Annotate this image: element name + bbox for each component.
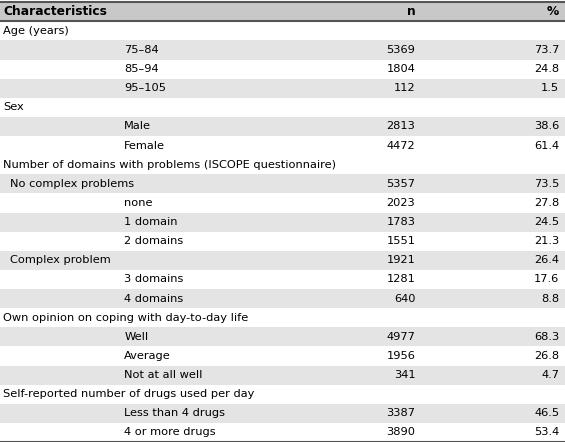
Text: Female: Female: [124, 141, 166, 151]
Text: 46.5: 46.5: [534, 408, 559, 418]
Text: 3890: 3890: [386, 427, 415, 438]
Bar: [0, 270, 565, 289]
Text: 3387: 3387: [386, 408, 415, 418]
Bar: [0, 79, 565, 98]
Text: 341: 341: [394, 370, 415, 380]
Text: 61.4: 61.4: [534, 141, 559, 151]
Bar: [0, 404, 565, 423]
Text: 1804: 1804: [386, 64, 415, 74]
Text: 24.8: 24.8: [534, 64, 559, 74]
Text: 4472: 4472: [386, 141, 415, 151]
Text: 2 domains: 2 domains: [124, 236, 184, 246]
Bar: [0, 251, 565, 270]
Text: Less than 4 drugs: Less than 4 drugs: [124, 408, 225, 418]
Text: 1921: 1921: [386, 255, 415, 265]
Text: %: %: [547, 5, 559, 18]
Text: 27.8: 27.8: [534, 198, 559, 208]
Text: Average: Average: [124, 351, 171, 361]
Bar: [0, 155, 565, 174]
Bar: [0, 366, 565, 385]
Bar: [0, 194, 565, 213]
Text: 1551: 1551: [386, 236, 415, 246]
Bar: [0, 385, 565, 404]
Bar: [0, 21, 565, 41]
Text: Number of domains with problems (ISCOPE questionnaire): Number of domains with problems (ISCOPE …: [3, 160, 336, 170]
Text: 4 or more drugs: 4 or more drugs: [124, 427, 216, 438]
Text: 4.7: 4.7: [541, 370, 559, 380]
Text: 1783: 1783: [386, 217, 415, 227]
Text: 2813: 2813: [386, 122, 415, 132]
Text: 68.3: 68.3: [534, 332, 559, 342]
Text: 4 domains: 4 domains: [124, 293, 184, 304]
Text: 26.4: 26.4: [534, 255, 559, 265]
Text: 1.5: 1.5: [541, 83, 559, 93]
Text: 640: 640: [394, 293, 415, 304]
Text: 3 domains: 3 domains: [124, 274, 184, 285]
Text: 17.6: 17.6: [534, 274, 559, 285]
Text: Male: Male: [124, 122, 151, 132]
Text: 1281: 1281: [386, 274, 415, 285]
Text: Not at all well: Not at all well: [124, 370, 203, 380]
Bar: [0, 98, 565, 117]
Text: 21.3: 21.3: [534, 236, 559, 246]
Text: 24.5: 24.5: [534, 217, 559, 227]
Bar: [0, 308, 565, 327]
Text: Characteristics: Characteristics: [3, 5, 107, 18]
Text: 2023: 2023: [386, 198, 415, 208]
Text: n: n: [407, 5, 415, 18]
Text: No complex problems: No complex problems: [10, 179, 134, 189]
Bar: [0, 174, 565, 194]
Text: 26.8: 26.8: [534, 351, 559, 361]
Text: 85–94: 85–94: [124, 64, 159, 74]
Text: 5369: 5369: [386, 45, 415, 55]
Text: 1 domain: 1 domain: [124, 217, 178, 227]
Bar: [0, 213, 565, 232]
Bar: [0, 289, 565, 308]
Text: Own opinion on coping with day-to-day life: Own opinion on coping with day-to-day li…: [3, 312, 249, 323]
Bar: [0, 117, 565, 136]
Bar: [0, 423, 565, 442]
Text: 8.8: 8.8: [541, 293, 559, 304]
Bar: [0, 136, 565, 155]
Bar: [0, 327, 565, 347]
Text: none: none: [124, 198, 153, 208]
Text: 95–105: 95–105: [124, 83, 166, 93]
Bar: [0, 232, 565, 251]
Text: Sex: Sex: [3, 103, 24, 112]
Text: 53.4: 53.4: [534, 427, 559, 438]
Bar: [0, 2, 565, 21]
Text: 5357: 5357: [386, 179, 415, 189]
Text: 75–84: 75–84: [124, 45, 159, 55]
Text: Well: Well: [124, 332, 149, 342]
Text: Age (years): Age (years): [3, 26, 69, 36]
Bar: [0, 60, 565, 79]
Text: Complex problem: Complex problem: [10, 255, 111, 265]
Bar: [0, 41, 565, 60]
Text: 38.6: 38.6: [534, 122, 559, 132]
Text: 73.7: 73.7: [534, 45, 559, 55]
Text: 112: 112: [394, 83, 415, 93]
Text: 73.5: 73.5: [534, 179, 559, 189]
Text: Self-reported number of drugs used per day: Self-reported number of drugs used per d…: [3, 389, 255, 399]
Bar: [0, 347, 565, 366]
Text: 4977: 4977: [386, 332, 415, 342]
Text: 1956: 1956: [386, 351, 415, 361]
